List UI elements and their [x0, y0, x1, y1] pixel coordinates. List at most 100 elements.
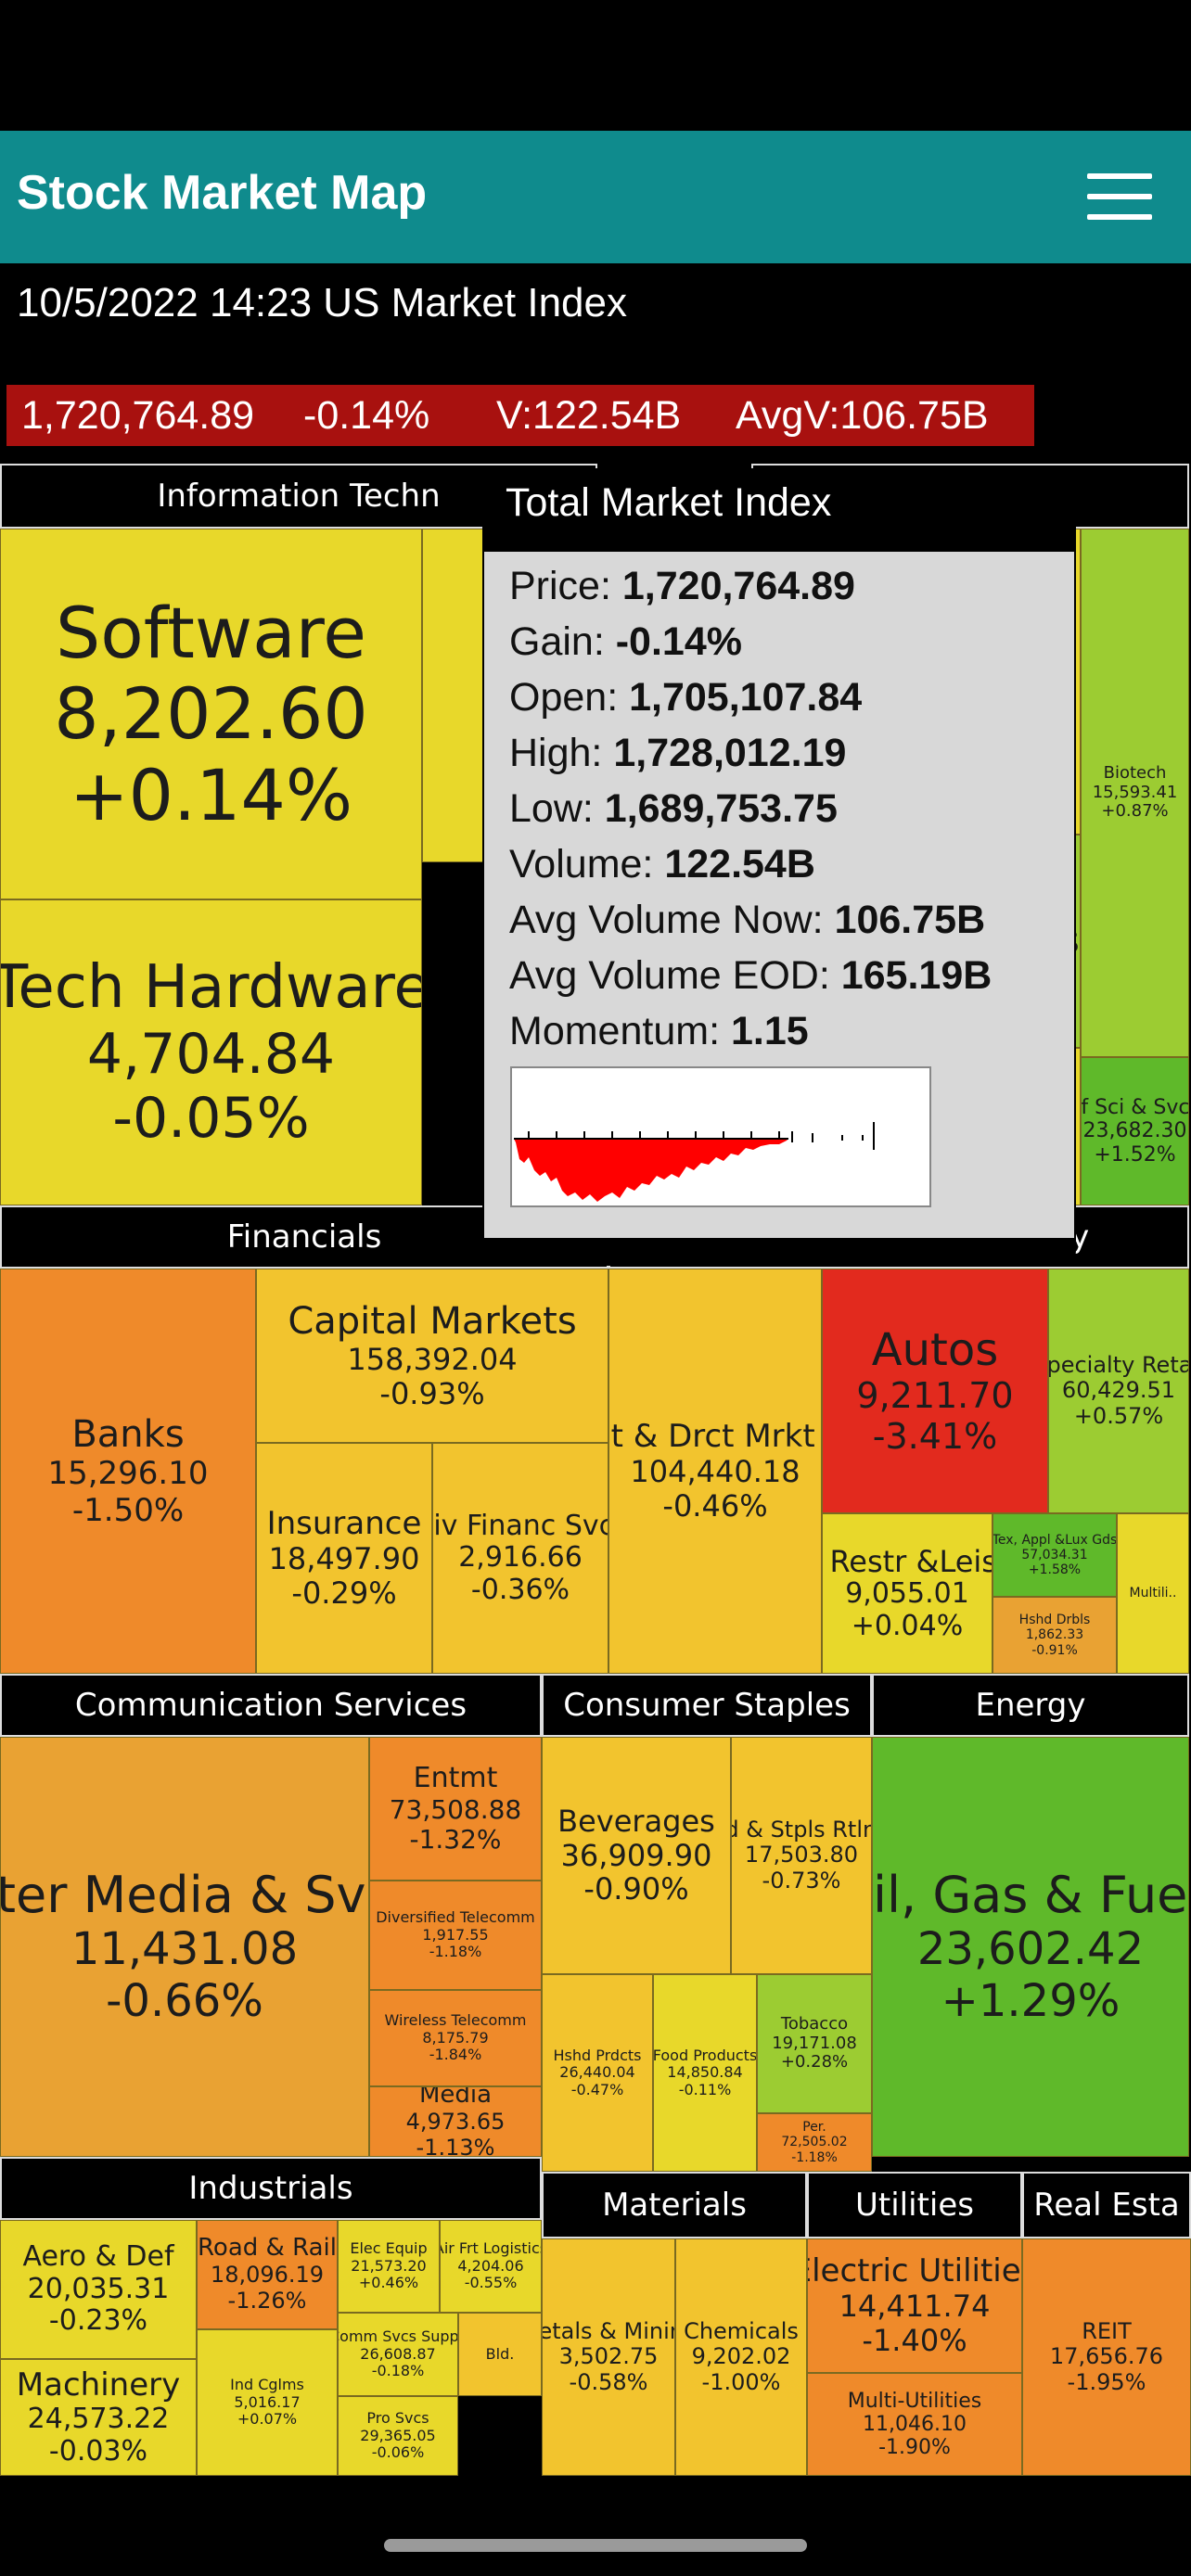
- tile-value: 8,175.79: [422, 2028, 489, 2047]
- tile-div-telecom[interactable]: Diversified Telecomm 1,917.55 -1.18%: [369, 1881, 542, 1990]
- menu-line: [1087, 214, 1152, 220]
- tile-change: +0.57%: [1073, 1402, 1164, 1429]
- tile-value: 14,850.84: [667, 2063, 743, 2082]
- tile-value: 4,973.65: [405, 2109, 506, 2136]
- tile-electric-util[interactable]: Electric Utilities14,411.74-1.40%: [807, 2238, 1022, 2373]
- tile-hshd-products[interactable]: Hshd Prdcts 26,440.04 -0.47%: [542, 1974, 653, 2172]
- sector-header-staples[interactable]: Consumer Staples: [542, 1674, 872, 1737]
- tile-comm-svcs[interactable]: Comm Svcs Supps26,608.87-0.18%: [338, 2313, 458, 2396]
- tile-change: -1.90%: [878, 2436, 951, 2460]
- tile-bld[interactable]: Bld.: [458, 2313, 542, 2396]
- tile-textiles[interactable]: Tex, Appl &Lux Gds 57,034.31 +1.58%: [992, 1513, 1117, 1597]
- tile-name: Per.: [802, 2120, 826, 2136]
- index-change: -0.14%: [303, 393, 430, 438]
- tile-name: Inet & Drct Mrkt Rtl: [609, 1418, 821, 1456]
- sector-header-industrials[interactable]: Industrials: [0, 2157, 542, 2220]
- tile-ind-cglms[interactable]: Ind Cglms 5,016.17 +0.07%: [197, 2329, 338, 2476]
- tile-multiline[interactable]: Multili..: [1117, 1513, 1189, 1674]
- sector-header-materials[interactable]: Materials: [542, 2172, 807, 2238]
- tile-hotels[interactable]: Htl, Restr &Leisure9,055.01+0.04%: [822, 1513, 992, 1674]
- sector-header-energy[interactable]: Energy: [872, 1674, 1189, 1737]
- tile-food-products[interactable]: Food Products 14,850.84 -0.11%: [653, 1974, 757, 2172]
- tile-hshd-durables[interactable]: Hshd Drbls 1,862.33 -0.91%: [992, 1597, 1117, 1674]
- tile-wireless[interactable]: Wireless Telecomm 8,175.79 -1.84%: [369, 1990, 542, 2086]
- home-indicator[interactable]: [384, 2539, 807, 2552]
- tile-life-sci[interactable]: Lf Sci & Svcs23,682.30+1.52%: [1081, 1057, 1189, 1205]
- tooltip-row: Avg Volume Now: 106.75B: [509, 898, 985, 943]
- tile-inter-media[interactable]: Inter Media & Svcs11,431.08-0.66%: [0, 1737, 369, 2157]
- tile-name: Road & Rail: [198, 2234, 337, 2263]
- tile-change: -0.29%: [291, 1575, 397, 1612]
- tile-name: Capital Markets: [288, 1300, 577, 1344]
- tile-fd-stpls[interactable]: Fd & Stpls Rtlng17,503.80-0.73%: [731, 1737, 872, 1974]
- tile-chemicals[interactable]: Chemicals 9,202.02 -1.00%: [675, 2238, 807, 2476]
- tile-machinery[interactable]: Machinery 24,573.22 -0.03%: [0, 2359, 197, 2476]
- hamburger-menu-icon[interactable]: [1087, 170, 1154, 223]
- tile-value: 73,508.88: [389, 1793, 522, 1825]
- tile-capital-markets[interactable]: Capital Markets 158,392.04 -0.93%: [256, 1269, 608, 1443]
- tile-change: -3.41%: [872, 1415, 998, 1457]
- tile-change: -1.13%: [416, 2134, 495, 2157]
- tile-elec-equip[interactable]: Elec Equip 21,573.20 +0.46%: [338, 2220, 440, 2313]
- tile-value: 1,917.55: [422, 1925, 489, 1944]
- tile-value: 9,055.01: [845, 1577, 969, 1611]
- tooltip-label: Low:: [509, 786, 594, 831]
- tile-change: +1.29%: [941, 1974, 1121, 2027]
- tile-tobacco[interactable]: Tobacco 19,171.08 +0.28%: [757, 1974, 872, 2113]
- tile-entmt[interactable]: Entmt 73,508.88 -1.32%: [369, 1737, 542, 1881]
- tile-value: 2,916.66: [458, 1541, 583, 1575]
- tile-name: Metals & Mining: [543, 2317, 674, 2344]
- tile-name: Tex, Appl &Lux Gds: [992, 1532, 1117, 1548]
- tile-change: -0.90%: [583, 1871, 689, 1907]
- sector-header-comm[interactable]: Communication Services: [0, 1674, 542, 1737]
- tile-value: 72,505.02: [781, 2135, 848, 2150]
- tile-insurance[interactable]: Insurance 18,497.90 -0.29%: [256, 1443, 432, 1674]
- tile-value: 26,608.87: [360, 2344, 436, 2363]
- tile-media[interactable]: Media 4,973.65 -1.13%: [369, 2086, 542, 2157]
- tile-name: Comm Svcs Supps: [339, 2327, 458, 2346]
- tile-oil-gas[interactable]: Oil, Gas & Fuels23,602.42+1.29%: [872, 1737, 1189, 2157]
- tile-road-rail[interactable]: Road & Rail 18,096.19 -1.26%: [197, 2220, 338, 2329]
- tile-multi-util[interactable]: Multi-Utilities 11,046.10 -1.90%: [807, 2373, 1022, 2476]
- tile-name: Pro Svcs: [366, 2409, 429, 2428]
- tile-metals-mining[interactable]: Metals & Mining3,502.75-0.58%: [542, 2238, 675, 2476]
- tile-change: -1.26%: [227, 2287, 307, 2314]
- tile-name: Fd & Stpls Rtlng: [732, 1816, 871, 1843]
- tile-beverages[interactable]: Beverages 36,909.90 -0.90%: [542, 1737, 731, 1974]
- tile-value: 14,411.74: [839, 2289, 991, 2325]
- tile-specialty-retail[interactable]: Specialty Retail60,429.51+0.57%: [1048, 1269, 1189, 1513]
- sector-header-real-estate[interactable]: Real Esta: [1022, 2172, 1191, 2238]
- tile-pro-svcs[interactable]: Pro Svcs 29,365.05 -0.06%: [338, 2396, 458, 2476]
- tile-biotech[interactable]: Biotech 15,593.41 +0.87%: [1081, 529, 1189, 1057]
- app-header: [0, 131, 1191, 263]
- tile-value: 60,429.51: [1061, 1377, 1176, 1404]
- tile-aero-def[interactable]: Aero & Def 20,035.31 -0.23%: [0, 2220, 197, 2359]
- tile-name: Media: [418, 2086, 493, 2110]
- tile-tech-hardware[interactable]: Tech Hardware 4,704.84 -0.05%: [0, 899, 422, 1205]
- tile-change: +0.04%: [851, 1609, 964, 1642]
- tile-name: Wireless Telecomm: [384, 2011, 527, 2030]
- tile-inet-retail[interactable]: Inet & Drct Mrkt Rtl104,440.18-0.46%: [608, 1269, 822, 1674]
- tile-change: -1.00%: [701, 2368, 781, 2395]
- tile-software[interactable]: Software 8,202.60 +0.14%: [0, 529, 422, 899]
- index-volume: V:122.54B: [496, 393, 682, 438]
- tooltip-row: Gain: -0.14%: [509, 619, 742, 665]
- tile-value: 17,503.80: [744, 1842, 859, 1868]
- tile-banks[interactable]: Banks 15,296.10 -1.50%: [0, 1269, 256, 1674]
- tooltip-value: 1.15: [730, 1009, 809, 1053]
- sector-header-utilities[interactable]: Utilities: [807, 2172, 1022, 2238]
- tile-autos[interactable]: Autos 9,211.70 -3.41%: [822, 1269, 1048, 1513]
- tile-change: +0.87%: [1101, 801, 1169, 822]
- tile-name: Software: [55, 591, 367, 674]
- index-summary-bar[interactable]: 1,720,764.89 -0.14% V:122.54B AvgV:106.7…: [6, 385, 1034, 446]
- tooltip-row: Open: 1,705,107.84: [509, 675, 862, 721]
- tile-change: -0.23%: [48, 2304, 148, 2338]
- tile-name: Banks: [71, 1413, 185, 1457]
- tile-name: Biotech: [1103, 762, 1167, 783]
- tile-value: 20,035.31: [27, 2272, 170, 2305]
- tile-value: 1,862.33: [1025, 1627, 1084, 1643]
- tile-personal[interactable]: Per. 72,505.02 -1.18%: [757, 2113, 872, 2172]
- tile-reit[interactable]: REIT 17,656.76 -1.95%: [1022, 2238, 1191, 2476]
